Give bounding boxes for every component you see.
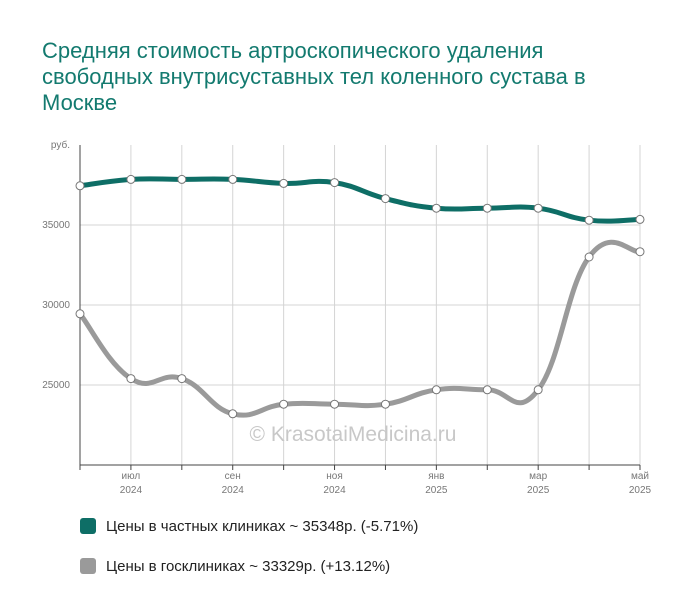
data-point-private — [482, 203, 492, 213]
legend-swatch-public — [80, 558, 96, 574]
legend-item-private[interactable]: Цены в частных клиниках ~ 35348р. (-5.71… — [80, 515, 418, 537]
x-tick-label-year: 2025 — [527, 485, 550, 496]
series-lines — [77, 176, 643, 418]
y-tick-label: 30000 — [42, 300, 70, 311]
grid-lines — [80, 145, 641, 465]
data-point-private — [228, 174, 238, 184]
data-point-public — [635, 247, 645, 257]
data-point-private — [126, 174, 136, 184]
x-tick-label-year: 2024 — [120, 485, 143, 496]
data-point-public — [482, 385, 492, 395]
y-tick-label: 35000 — [42, 220, 70, 231]
data-point-private — [330, 178, 340, 188]
data-point-public — [380, 399, 390, 409]
x-tick-label-year: 2025 — [629, 485, 652, 496]
legend: Цены в частных клиниках ~ 35348р. (-5.71… — [80, 515, 418, 595]
data-point-public — [584, 252, 594, 262]
data-point-public — [279, 399, 289, 409]
x-tick-label-year: 2024 — [323, 485, 346, 496]
y-unit-label: руб. — [51, 139, 70, 151]
legend-label-private: Цены в частных клиниках ~ 35348р. (-5.71… — [106, 517, 419, 535]
data-point-private — [75, 181, 85, 191]
legend-swatch-private — [80, 518, 96, 534]
axes: 25000 30000 35000 руб. июл 2024 сен 2024 ноя 2024… — [42, 139, 651, 496]
data-points — [75, 174, 645, 419]
data-point-public — [330, 399, 340, 409]
data-point-private — [584, 215, 594, 225]
legend-item-public[interactable]: Цены в госклиниках ~ 33329р. (+13.12%) — [80, 555, 418, 577]
data-point-public — [177, 374, 187, 384]
x-tick-label-year: 2025 — [425, 485, 448, 496]
data-point-private — [431, 203, 441, 213]
data-point-public — [533, 385, 543, 395]
data-point-private — [177, 174, 187, 184]
x-tick-label-month: янв — [428, 471, 444, 482]
data-point-public — [228, 409, 238, 419]
data-point-public — [126, 374, 136, 384]
x-tick-label-month: сен — [225, 471, 241, 482]
chart-title: Средняя стоимость артроскопического удал… — [42, 38, 586, 115]
data-point-private — [380, 194, 390, 204]
data-point-public — [75, 309, 85, 319]
x-tick-label-month: май — [631, 471, 649, 482]
series-line-private — [77, 176, 643, 224]
data-point-private — [533, 203, 543, 213]
data-point-private — [279, 178, 289, 188]
x-tick-label-month: июл — [122, 471, 141, 482]
x-tick-label-month: мар — [529, 471, 547, 482]
data-point-private — [635, 214, 645, 224]
x-tick-label-month: ноя — [326, 471, 343, 482]
legend-label-public: Цены в госклиниках ~ 33329р. (+13.12%) — [106, 557, 391, 575]
watermark-text: © KrasotaiMedicina.ru — [250, 423, 457, 446]
series-line-public — [77, 239, 643, 418]
data-point-public — [431, 385, 441, 395]
y-tick-label: 25000 — [42, 380, 70, 391]
x-tick-label-year: 2024 — [222, 485, 245, 496]
